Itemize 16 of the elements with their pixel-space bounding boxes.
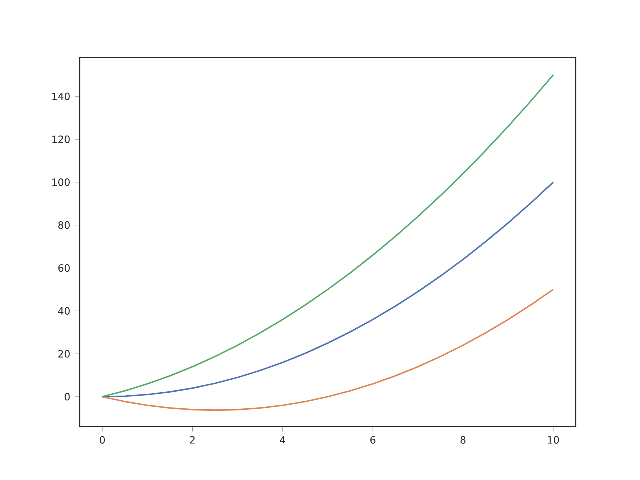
y-tick-label: 40 [58,307,70,315]
y-tick-label: 60 [58,264,70,272]
y-tick-label: 120 [52,136,70,144]
y-tick-label: 80 [58,222,70,230]
y-tick-label: 100 [52,178,70,186]
y-tick-label: 20 [58,350,70,358]
x-tick-label: 6 [370,436,376,444]
line-series [102,288,554,412]
y-tick-label: 0 [64,393,70,401]
y-tick-label: 140 [52,92,70,100]
x-tick-label: 4 [280,436,286,444]
x-tick-label: 8 [460,436,466,444]
x-tick-label: 10 [548,436,560,444]
x-tick-label: 2 [190,436,195,444]
x-tick-label: 0 [100,436,106,444]
line-series [102,74,554,398]
